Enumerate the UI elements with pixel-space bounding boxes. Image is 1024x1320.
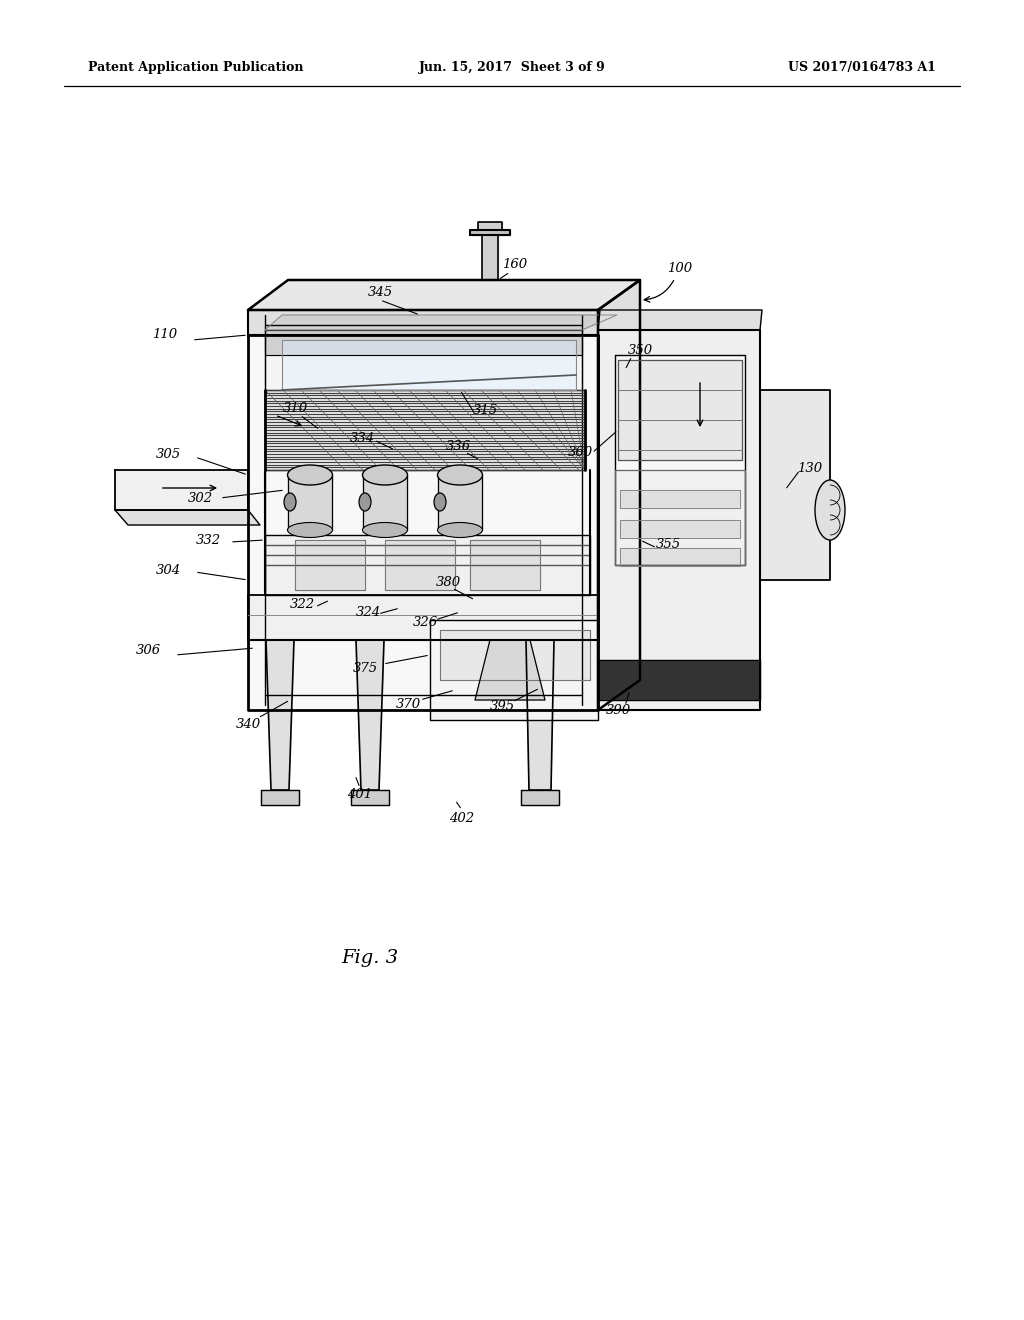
Text: 304: 304 (156, 564, 180, 577)
Polygon shape (430, 620, 598, 719)
Polygon shape (282, 341, 575, 389)
Polygon shape (295, 540, 365, 590)
Polygon shape (760, 389, 830, 579)
Polygon shape (115, 510, 260, 525)
Text: 110: 110 (153, 329, 177, 342)
Polygon shape (265, 315, 617, 330)
Text: 322: 322 (290, 598, 314, 611)
Polygon shape (615, 470, 745, 565)
Text: 375: 375 (352, 661, 378, 675)
Polygon shape (362, 475, 407, 531)
Polygon shape (620, 548, 740, 566)
Text: 336: 336 (445, 441, 471, 454)
Ellipse shape (359, 492, 371, 511)
Ellipse shape (437, 465, 482, 484)
Polygon shape (265, 330, 582, 470)
Polygon shape (598, 280, 640, 710)
Ellipse shape (284, 492, 296, 511)
Text: 310: 310 (283, 401, 307, 414)
Text: 302: 302 (187, 491, 213, 504)
Ellipse shape (815, 480, 845, 540)
Text: 306: 306 (135, 644, 161, 656)
Text: Patent Application Publication: Patent Application Publication (88, 62, 303, 74)
Polygon shape (288, 475, 332, 531)
Text: 324: 324 (355, 606, 381, 619)
Text: Fig. 3: Fig. 3 (341, 949, 398, 968)
Polygon shape (248, 280, 640, 310)
Polygon shape (248, 595, 598, 640)
Polygon shape (482, 235, 498, 280)
Polygon shape (620, 490, 740, 508)
Text: 402: 402 (450, 812, 474, 825)
Polygon shape (265, 330, 582, 355)
Ellipse shape (362, 523, 408, 537)
Polygon shape (598, 310, 762, 330)
Polygon shape (248, 310, 598, 335)
Polygon shape (598, 660, 760, 700)
Text: Jun. 15, 2017  Sheet 3 of 9: Jun. 15, 2017 Sheet 3 of 9 (419, 62, 605, 74)
Text: 305: 305 (156, 449, 180, 462)
Text: 380: 380 (435, 576, 461, 589)
Text: 370: 370 (395, 697, 421, 710)
Polygon shape (475, 640, 545, 700)
Polygon shape (266, 640, 294, 789)
Text: 130: 130 (798, 462, 822, 474)
Polygon shape (618, 360, 742, 459)
Polygon shape (115, 470, 248, 510)
Polygon shape (248, 335, 598, 710)
Text: 360: 360 (567, 446, 593, 458)
Ellipse shape (288, 523, 333, 537)
Polygon shape (440, 630, 590, 680)
Text: 390: 390 (605, 704, 631, 717)
Text: 340: 340 (236, 718, 260, 730)
Polygon shape (615, 355, 745, 565)
Ellipse shape (434, 492, 446, 511)
Polygon shape (385, 540, 455, 590)
Polygon shape (265, 389, 585, 470)
Text: 332: 332 (196, 533, 220, 546)
Text: 334: 334 (349, 432, 375, 445)
Polygon shape (521, 789, 559, 805)
Polygon shape (470, 540, 540, 590)
Ellipse shape (362, 465, 408, 484)
Text: 100: 100 (668, 261, 692, 275)
Polygon shape (261, 789, 299, 805)
Polygon shape (265, 535, 590, 595)
Text: 395: 395 (489, 700, 515, 713)
Text: 350: 350 (628, 343, 652, 356)
Text: 315: 315 (472, 404, 498, 417)
Polygon shape (470, 230, 510, 235)
Text: 401: 401 (347, 788, 373, 801)
Text: 355: 355 (655, 539, 681, 552)
Polygon shape (356, 640, 384, 789)
Text: 345: 345 (368, 286, 392, 300)
Ellipse shape (437, 523, 482, 537)
Polygon shape (598, 330, 760, 710)
Polygon shape (351, 789, 389, 805)
Ellipse shape (288, 465, 333, 484)
Text: 160: 160 (503, 259, 527, 272)
Polygon shape (478, 222, 502, 230)
Polygon shape (526, 640, 554, 789)
Text: US 2017/0164783 A1: US 2017/0164783 A1 (788, 62, 936, 74)
Polygon shape (620, 520, 740, 539)
Text: 326: 326 (413, 615, 437, 628)
Polygon shape (438, 475, 482, 531)
